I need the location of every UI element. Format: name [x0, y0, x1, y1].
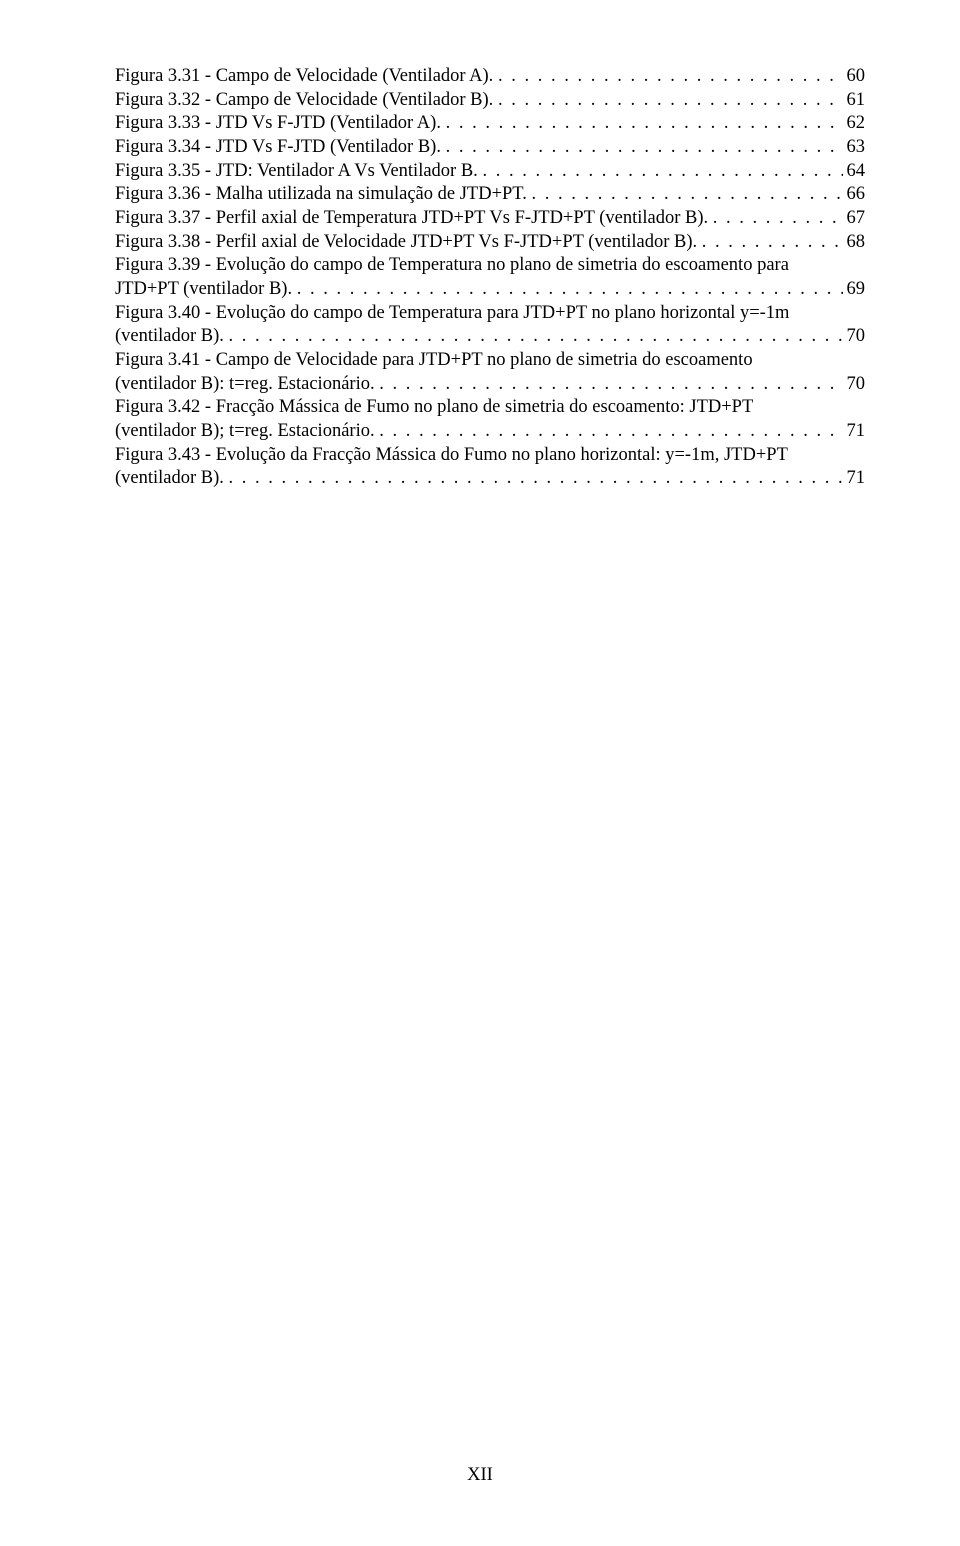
leader-dots: . . . . . . . . . . . . . . . . . . . . …: [229, 325, 843, 349]
leader-dots: . . . . . . . . . . . . . . . . . . . . …: [713, 207, 843, 231]
figure-list: Figura 3.31 - Campo de Velocidade (Venti…: [115, 65, 865, 491]
figure-text: Figura 3.34 - JTD Vs F-JTD (Ventilador B…: [115, 136, 446, 160]
leader-dots: . . . . . . . . . . . . . . . . . . . . …: [229, 467, 843, 491]
figure-text: Figura 3.37 - Perfil axial de Temperatur…: [115, 207, 713, 231]
page-footer: XII: [0, 1465, 960, 1486]
leader-dots: . . . . . . . . . . . . . . . . . . . . …: [446, 136, 843, 160]
figure-entry: Figura 3.31 - Campo de Velocidade (Venti…: [115, 65, 865, 89]
figure-entry: Figura 3.37 - Perfil axial de Temperatur…: [115, 207, 865, 231]
leader-dots: . . . . . . . . . . . . . . . . . . . . …: [531, 183, 842, 207]
figure-text: Figura 3.33 - JTD Vs F-JTD (Ventilador A…: [115, 112, 446, 136]
page-number: 71: [843, 420, 866, 444]
page-number: 63: [843, 136, 866, 160]
figure-entry: (ventilador B): t=reg. Estacionário. . .…: [115, 373, 865, 397]
figure-text-line1: Figura 3.40 - Evolução do campo de Tempe…: [115, 302, 865, 326]
page-number: 70: [843, 325, 866, 349]
leader-dots: . . . . . . . . . . . . . . . . . . . . …: [379, 420, 842, 444]
figure-text: Figura 3.36 - Malha utilizada na simulaç…: [115, 183, 531, 207]
page-number: 66: [843, 183, 866, 207]
leader-dots: . . . . . . . . . . . . . . . . . . . . …: [446, 112, 843, 136]
figure-text-line2: (ventilador B): t=reg. Estacionário.: [115, 373, 379, 397]
figure-text: Figura 3.35 - JTD: Ventilador A Vs Venti…: [115, 160, 482, 184]
figure-text-line1: Figura 3.43 - Evolução da Fracção Mássic…: [115, 444, 865, 468]
leader-dots: . . . . . . . . . . . . . . . . . . . . …: [297, 278, 843, 302]
page-number: 64: [843, 160, 866, 184]
figure-text: Figura 3.32 - Campo de Velocidade (Venti…: [115, 89, 498, 113]
page-number: 69: [843, 278, 866, 302]
figure-text-line1: Figura 3.42 - Fracção Mássica de Fumo no…: [115, 396, 865, 420]
page-number: 70: [843, 373, 866, 397]
page-number: 68: [843, 231, 866, 255]
figure-text-line2: (ventilador B); t=reg. Estacionário.: [115, 420, 379, 444]
figure-entry: (ventilador B). . . . . . . . . . . . . …: [115, 467, 865, 491]
figure-entry: Figura 3.38 - Perfil axial de Velocidade…: [115, 231, 865, 255]
leader-dots: . . . . . . . . . . . . . . . . . . . . …: [498, 89, 843, 113]
figure-text-line1: Figura 3.41 - Campo de Velocidade para J…: [115, 349, 865, 373]
page-number: 62: [843, 112, 866, 136]
figure-entry: Figura 3.33 - JTD Vs F-JTD (Ventilador A…: [115, 112, 865, 136]
leader-dots: . . . . . . . . . . . . . . . . . . . . …: [702, 231, 843, 255]
figure-text-line1: Figura 3.39 - Evolução do campo de Tempe…: [115, 254, 865, 278]
page-number: 71: [843, 467, 866, 491]
page-number: 60: [843, 65, 866, 89]
figure-entry: Figura 3.32 - Campo de Velocidade (Venti…: [115, 89, 865, 113]
leader-dots: . . . . . . . . . . . . . . . . . . . . …: [482, 160, 842, 184]
page-number: 67: [843, 207, 866, 231]
figure-entry: JTD+PT (ventilador B). . . . . . . . . .…: [115, 278, 865, 302]
figure-text-line2: JTD+PT (ventilador B).: [115, 278, 297, 302]
figure-entry: Figura 3.35 - JTD: Ventilador A Vs Venti…: [115, 160, 865, 184]
figure-text-line2: (ventilador B).: [115, 467, 229, 491]
figure-text: Figura 3.31 - Campo de Velocidade (Venti…: [115, 65, 498, 89]
figure-text-line2: (ventilador B).: [115, 325, 229, 349]
figure-entry: (ventilador B); t=reg. Estacionário. . .…: [115, 420, 865, 444]
figure-entry: (ventilador B). . . . . . . . . . . . . …: [115, 325, 865, 349]
figure-entry: Figura 3.34 - JTD Vs F-JTD (Ventilador B…: [115, 136, 865, 160]
figure-entry: Figura 3.36 - Malha utilizada na simulaç…: [115, 183, 865, 207]
leader-dots: . . . . . . . . . . . . . . . . . . . . …: [498, 65, 843, 89]
leader-dots: . . . . . . . . . . . . . . . . . . . . …: [379, 373, 842, 397]
page-number: 61: [843, 89, 866, 113]
figure-text: Figura 3.38 - Perfil axial de Velocidade…: [115, 231, 702, 255]
